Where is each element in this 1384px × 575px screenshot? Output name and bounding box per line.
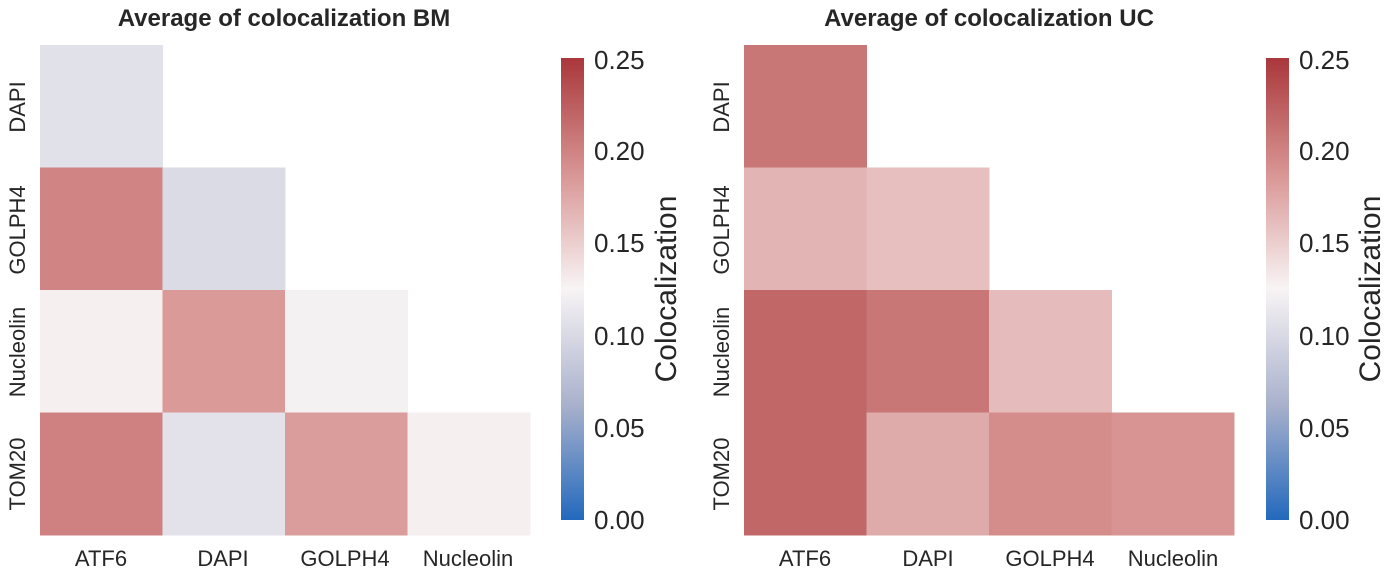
colorbar-tick-label: 0.15 [594,228,645,258]
colorbar-label-bm: Colocalization [650,196,683,383]
heatmap-cell [40,167,163,291]
y-tick-labels-bm: DAPI GOLPH4 Nucleolin TOM20 [5,81,30,510]
heatmap-cell [866,412,990,536]
heatmap-cell [1111,412,1235,536]
chart-title-uc: Average of colocalization UC [824,5,1154,32]
y-tick-labels-uc: DAPI GOLPH4 Nucleolin TOM20 [709,81,734,510]
heatmap-cell [40,45,163,168]
colorbar-tick-label: 0.10 [1299,321,1350,351]
x-tick-label: DAPI [902,546,953,571]
colorbar-tick-label: 0.20 [1299,136,1350,166]
heatmap-cell [744,45,867,168]
heatmap-cell [285,412,408,536]
heatmap-cell [989,290,1112,413]
y-tick-label: TOM20 [709,438,734,511]
y-tick-label: Nucleolin [5,307,30,398]
y-tick-label: GOLPH4 [5,185,30,274]
heatmap-cell [40,290,163,413]
x-tick-label: Nucleolin [1128,546,1219,571]
heatmap-cell [744,412,867,536]
heatmap-cell [162,290,286,413]
heatmap-cell [989,412,1112,536]
heatmap-cell [866,290,990,413]
x-tick-label: Nucleolin [423,546,514,571]
y-tick-label: DAPI [5,81,30,132]
colorbar-tick-label: 0.00 [1299,505,1350,535]
colorbar-ticks-uc: 0.00 0.05 0.10 0.15 0.20 0.25 [1299,45,1350,535]
x-tick-labels-bm: ATF6 DAPI GOLPH4 Nucleolin [75,546,513,571]
colorbar-bm [561,58,584,520]
y-tick-label: Nucleolin [709,307,734,398]
heatmap-panel-bm: Average of colocalization BM ATF6 DAPI G… [5,5,683,571]
heatmap-cell [407,412,531,536]
heatmap-cell [162,412,286,536]
colorbar-tick-label: 0.10 [594,321,645,351]
heatmap-cell [744,290,867,413]
y-tick-label: DAPI [709,81,734,132]
heatmap-cell [162,167,286,291]
colorbar-label-uc: Colocalization [1354,196,1384,383]
chart-title-bm: Average of colocalization BM [118,5,451,32]
y-tick-label: GOLPH4 [709,185,734,274]
heatmap-cells-uc [744,45,1235,536]
colorbar-tick-label: 0.20 [594,136,645,166]
colorbar-tick-label: 0.25 [594,45,645,75]
colorbar-tick-label: 0.15 [1299,228,1350,258]
x-tick-labels-uc: ATF6 DAPI GOLPH4 Nucleolin [779,546,1218,571]
colorbar-tick-label: 0.25 [1299,45,1350,75]
colorbar-tick-label: 0.00 [594,505,645,535]
x-tick-label: DAPI [197,546,248,571]
heatmap-cell [40,412,163,536]
colorbar-uc [1266,58,1289,520]
x-tick-label: GOLPH4 [300,546,389,571]
colorbar-tick-label: 0.05 [1299,413,1350,443]
y-tick-label: TOM20 [5,438,30,511]
colorbar-tick-label: 0.05 [594,413,645,443]
x-tick-label: ATF6 [75,546,127,571]
heatmap-cell [866,167,990,291]
x-tick-label: ATF6 [779,546,831,571]
heatmap-panel-uc: Average of colocalization UC ATF6 DAPI G… [709,5,1384,571]
heatmap-cell [744,167,867,291]
colorbar-ticks-bm: 0.00 0.05 0.10 0.15 0.20 0.25 [594,45,645,535]
heatmap-cell [285,290,408,413]
x-tick-label: GOLPH4 [1005,546,1094,571]
heatmap-cells-bm [40,45,531,536]
